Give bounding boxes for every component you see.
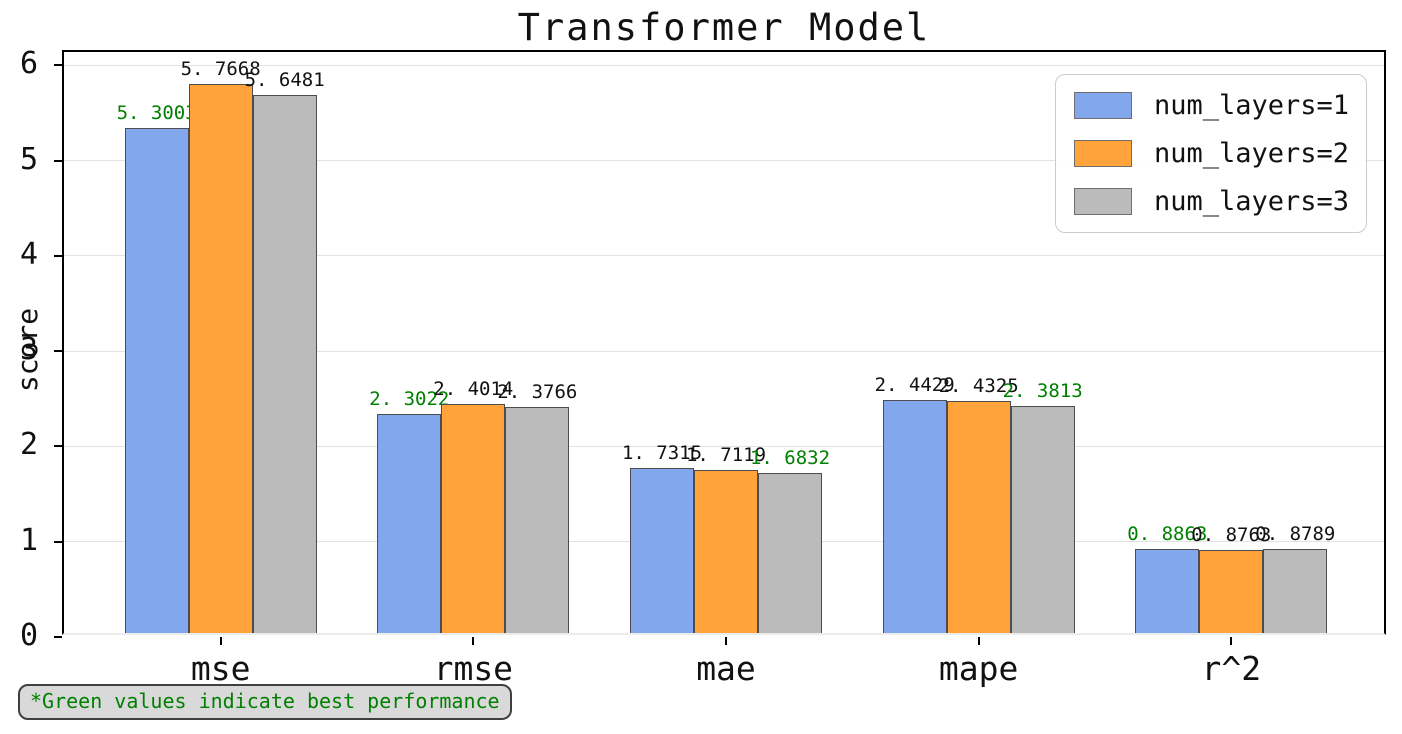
x-tick-label-mae: mae	[696, 649, 756, 688]
y-tick-mark	[54, 64, 62, 67]
x-tick-mark	[977, 637, 980, 645]
bar-r^2-num_layers=1	[1135, 548, 1200, 633]
x-tick-mark	[472, 637, 475, 645]
bar-value-label: 1. 7119	[685, 443, 767, 466]
legend: num_layers=1 num_layers=2 num_layers=3	[1055, 74, 1367, 233]
bar-value-label: 2. 4325	[938, 375, 1019, 398]
x-tick-mark	[725, 637, 727, 645]
bar-value-label: 2. 4014	[433, 378, 514, 401]
bar-value-label: 2. 3813	[1002, 380, 1083, 403]
x-tick-label-rmse: rmse	[433, 649, 514, 688]
legend-item: num_layers=3	[1074, 186, 1350, 217]
x-tick-mark	[1230, 637, 1233, 645]
legend-label: num_layers=1	[1154, 90, 1350, 121]
bar-mse-num_layers=2	[188, 83, 253, 633]
plot-area: 5. 3003 5. 7668 5. 6481 2. 3022 2. 4014 2. 37…	[20, 46, 1386, 688]
gridline	[64, 255, 1384, 257]
y-tick-mark	[54, 445, 62, 448]
y-tick-mark	[54, 540, 62, 543]
bar-value-label: 5. 7668	[180, 57, 261, 80]
y-tick-label: 6	[19, 46, 38, 82]
legend-swatch	[1074, 92, 1132, 119]
bar-value-label: 5. 6481	[244, 68, 325, 91]
bar-r^2-num_layers=3	[1263, 549, 1328, 633]
bar-value-label: 1. 7315	[621, 442, 703, 465]
gridline	[64, 64, 1384, 66]
x-tick-label-mse: mse	[190, 649, 251, 688]
bar-rmse-num_layers=1	[377, 413, 442, 633]
bar-mape-num_layers=1	[882, 400, 947, 633]
y-tick-label: 5	[19, 141, 38, 177]
y-tick-label: 4	[19, 236, 38, 272]
y-tick-label: 2	[19, 427, 38, 463]
y-tick-label: 3	[19, 332, 38, 368]
chart-title: Transformer Model	[517, 6, 931, 49]
bar-mae-num_layers=1	[630, 468, 694, 633]
bar-mape-num_layers=3	[1010, 406, 1075, 633]
x-tick-label-r^2: r^2	[1201, 649, 1262, 688]
y-tick-mark	[54, 159, 62, 162]
bar-mse-num_layers=1	[124, 128, 189, 633]
bar-value-label: 1. 6832	[749, 446, 831, 469]
y-tick-label: 0	[19, 618, 38, 653]
y-tick-label: 1	[19, 522, 38, 558]
legend-item: num_layers=2	[1074, 138, 1350, 169]
bar-value-label: 2. 4429	[874, 374, 955, 397]
y-tick-mark	[54, 350, 62, 353]
bar-r^2-num_layers=2	[1199, 549, 1264, 633]
legend-label: num_layers=3	[1154, 186, 1350, 217]
legend-item: num_layers=1	[1074, 90, 1350, 121]
bar-value-label: 0. 8789	[1255, 523, 1336, 546]
gridline	[64, 160, 1384, 162]
bar-mse-num_layers=3	[252, 94, 317, 633]
legend-swatch	[1074, 140, 1132, 167]
bar-value-label: 5. 3003	[116, 102, 197, 125]
performance-note: *Green values indicate best performance	[18, 684, 512, 720]
bar-value-label: 2. 3022	[369, 387, 450, 410]
legend-label: num_layers=2	[1154, 138, 1350, 169]
x-tick-mark	[219, 637, 222, 645]
gridline	[64, 350, 1384, 352]
x-tick-label-mape: mape	[938, 649, 1019, 688]
bar-value-label: 0. 8763	[1191, 523, 1272, 546]
y-tick-mark	[54, 254, 62, 257]
bar-rmse-num_layers=3	[505, 406, 570, 633]
bar-value-label: 0. 8863	[1127, 522, 1208, 545]
bar-rmse-num_layers=2	[441, 404, 506, 633]
bar-value-label: 2. 3766	[497, 380, 578, 403]
bar-mape-num_layers=2	[946, 401, 1011, 633]
bar-mae-num_layers=3	[758, 472, 822, 633]
gridline	[64, 445, 1384, 447]
legend-swatch	[1074, 188, 1132, 215]
bar-mae-num_layers=2	[694, 469, 758, 633]
y-tick-mark	[54, 636, 62, 638]
